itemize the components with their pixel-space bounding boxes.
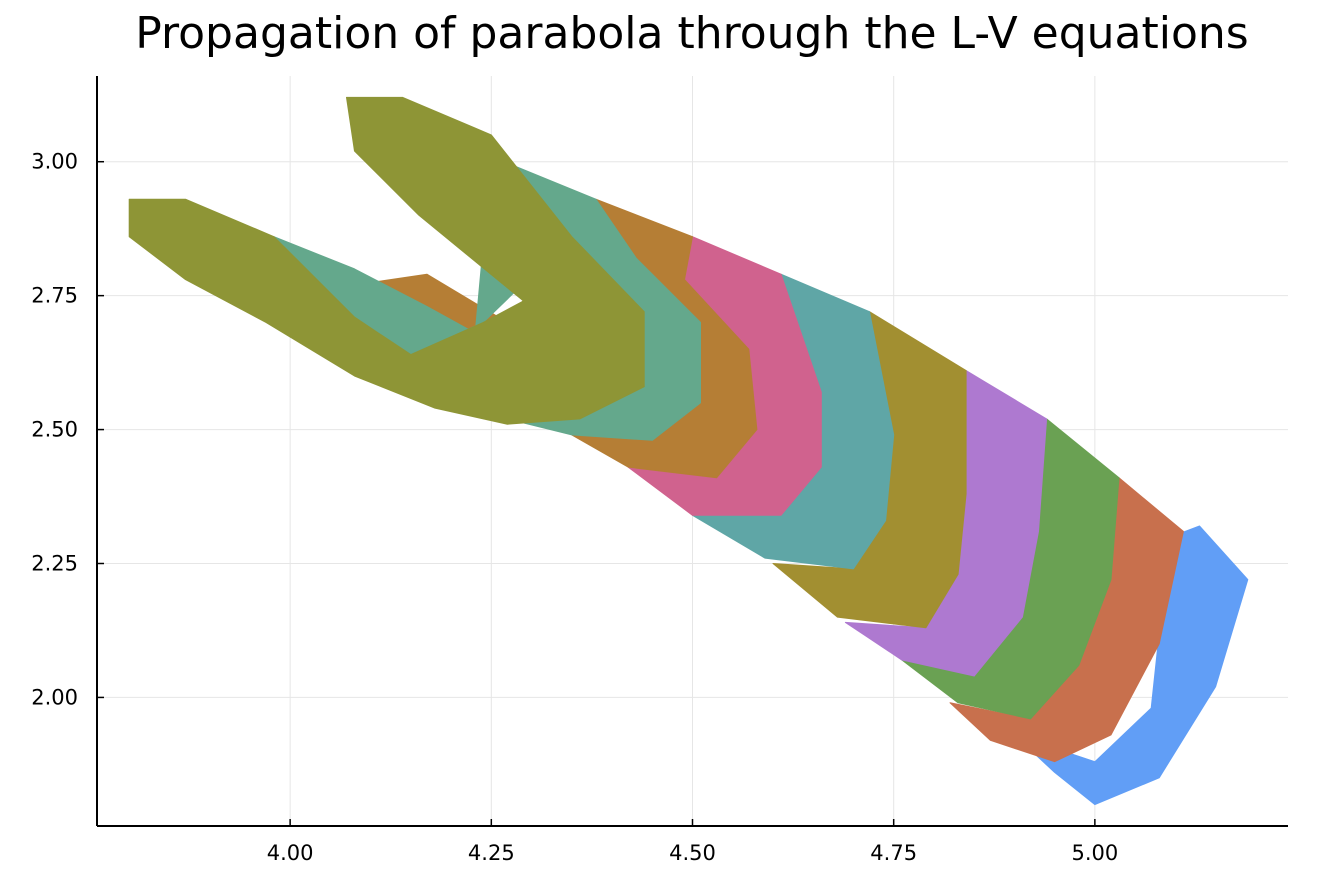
y-tick-label: 2.25 [31, 552, 78, 576]
series-region-10 [128, 96, 645, 425]
y-tick-label: 2.75 [31, 284, 78, 308]
x-tick-label: 4.50 [669, 841, 716, 865]
chart-title: Propagation of parabola through the L-V … [135, 8, 1249, 59]
series-layer [128, 96, 1249, 806]
tick-labels: 4.00 4.25 4.50 4.75 5.00 2.00 2.25 2.50 2.75 3.00 [31, 150, 1118, 865]
axes [96, 76, 1288, 827]
y-tick-label: 2.50 [31, 418, 78, 442]
x-tick-label: 4.75 [870, 841, 917, 865]
x-tick-label: 5.00 [1071, 841, 1118, 865]
y-tick-label: 2.00 [31, 685, 78, 709]
x-tick-label: 4.00 [267, 841, 314, 865]
y-tick-label: 3.00 [31, 150, 78, 174]
x-tick-label: 4.25 [468, 841, 515, 865]
